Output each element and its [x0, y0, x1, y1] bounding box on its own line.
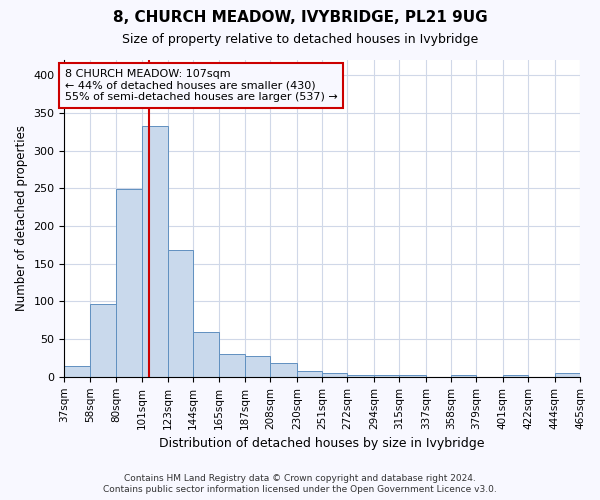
Bar: [64, 366, 90, 377]
Bar: [400, 374, 426, 377]
Bar: [218, 354, 245, 377]
Bar: [347, 374, 374, 377]
Bar: [245, 356, 271, 377]
Bar: [451, 374, 476, 377]
Bar: [555, 373, 580, 377]
Text: Contains HM Land Registry data © Crown copyright and database right 2024.
Contai: Contains HM Land Registry data © Crown c…: [103, 474, 497, 494]
Bar: [271, 363, 297, 377]
Bar: [168, 250, 193, 377]
Text: 8, CHURCH MEADOW, IVYBRIDGE, PL21 9UG: 8, CHURCH MEADOW, IVYBRIDGE, PL21 9UG: [113, 10, 487, 25]
Text: Size of property relative to detached houses in Ivybridge: Size of property relative to detached ho…: [122, 32, 478, 46]
Y-axis label: Number of detached properties: Number of detached properties: [15, 126, 28, 312]
Bar: [90, 304, 116, 377]
Bar: [193, 332, 218, 377]
Bar: [297, 371, 322, 377]
Bar: [322, 373, 347, 377]
Bar: [503, 374, 528, 377]
X-axis label: Distribution of detached houses by size in Ivybridge: Distribution of detached houses by size …: [160, 437, 485, 450]
Text: 8 CHURCH MEADOW: 107sqm
← 44% of detached houses are smaller (430)
55% of semi-d: 8 CHURCH MEADOW: 107sqm ← 44% of detache…: [65, 69, 338, 102]
Bar: [374, 374, 400, 377]
Bar: [116, 189, 142, 377]
Bar: [142, 126, 168, 377]
